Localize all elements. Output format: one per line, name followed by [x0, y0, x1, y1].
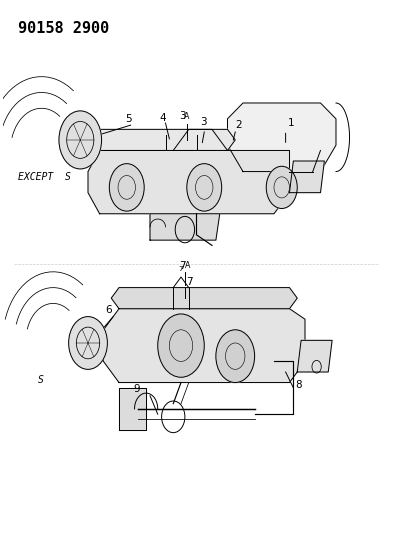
Text: A: A: [184, 261, 190, 270]
Text: 7: 7: [179, 266, 183, 272]
Text: 3: 3: [200, 117, 207, 127]
Polygon shape: [103, 309, 305, 383]
Circle shape: [266, 166, 297, 208]
Polygon shape: [119, 388, 146, 430]
Text: 1: 1: [288, 118, 294, 128]
Text: 8: 8: [295, 381, 302, 391]
Text: 6: 6: [105, 305, 112, 315]
Text: A: A: [184, 112, 189, 121]
Polygon shape: [297, 341, 332, 372]
Polygon shape: [150, 214, 220, 240]
Polygon shape: [290, 161, 324, 192]
Text: 4: 4: [160, 113, 166, 123]
Text: 2: 2: [235, 120, 242, 131]
Polygon shape: [228, 103, 336, 172]
Text: 90158 2900: 90158 2900: [18, 21, 110, 36]
Text: EXCEPT  S: EXCEPT S: [18, 172, 71, 182]
Text: 3: 3: [179, 111, 185, 122]
Circle shape: [69, 317, 107, 369]
Polygon shape: [88, 150, 290, 214]
Text: 7: 7: [180, 261, 186, 271]
Text: 9: 9: [134, 384, 140, 394]
Text: 5: 5: [125, 114, 131, 124]
Text: S: S: [38, 375, 44, 385]
Circle shape: [216, 330, 255, 383]
Circle shape: [158, 314, 204, 377]
Polygon shape: [111, 288, 297, 309]
Polygon shape: [65, 130, 235, 150]
Circle shape: [109, 164, 144, 211]
Text: 7: 7: [185, 277, 192, 287]
Circle shape: [59, 111, 101, 169]
Circle shape: [187, 164, 222, 211]
